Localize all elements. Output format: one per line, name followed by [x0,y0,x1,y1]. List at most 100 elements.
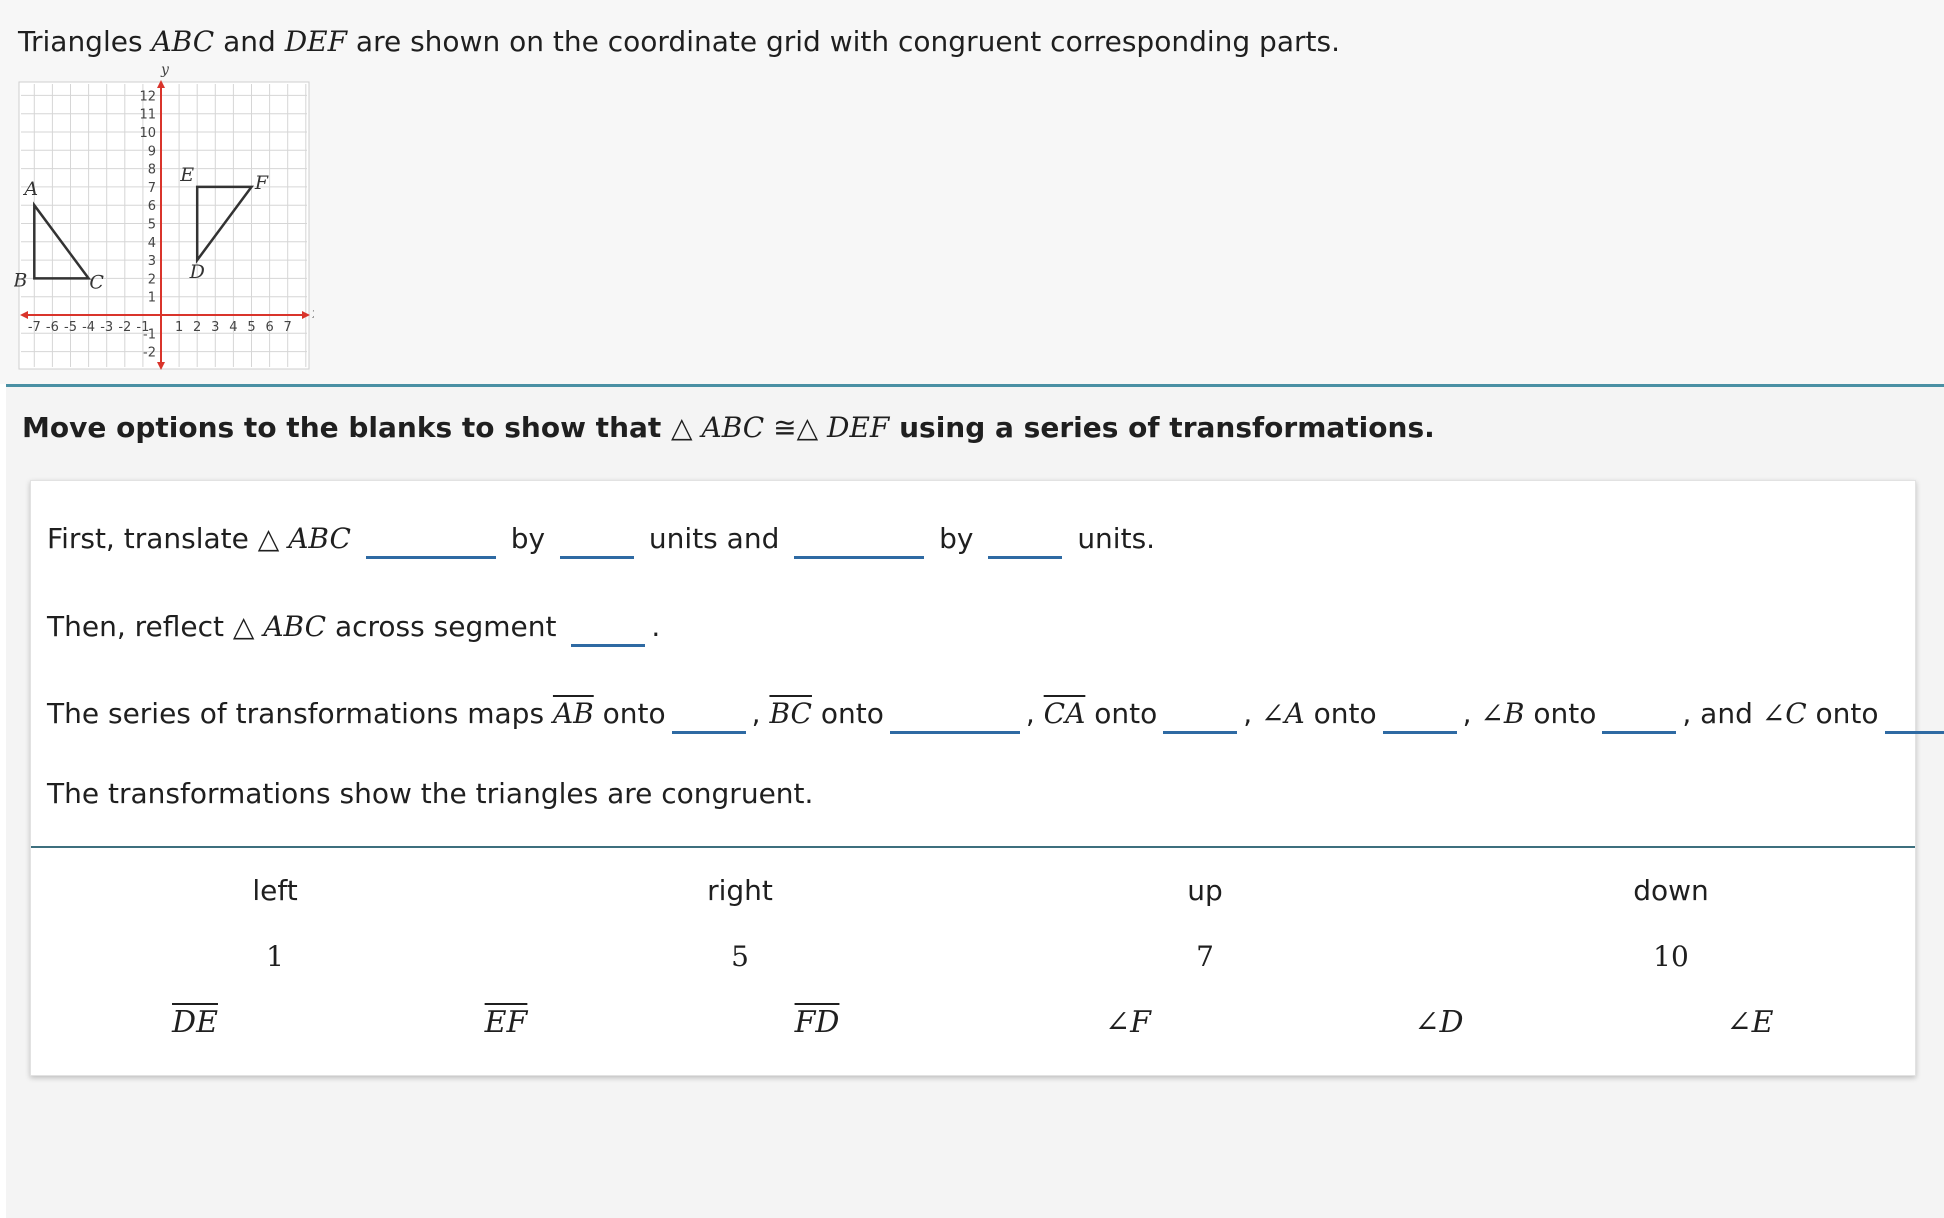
y-tick-label: 7 [148,181,156,196]
option-7[interactable]: 7 [1196,940,1214,973]
y-tick-label: -1 [143,327,156,342]
y-axis-top-arrow [157,80,165,88]
x-tick-label: 4 [229,320,237,335]
x-axis-left-arrow [20,311,28,319]
triangle-abc-name: ABC [254,610,327,643]
coordinate-grid: x y -7-6-5-4-3-2-11234567121110987654321… [14,62,314,370]
option-angle-d[interactable]: ∠D [1414,1005,1464,1040]
x-tick-label: 1 [175,320,183,335]
y-tick-label: 9 [148,144,156,159]
triangle-def-name: DEF [818,411,890,444]
y-tick-label: 6 [148,199,156,214]
blank-map-ca[interactable] [1163,691,1238,734]
statement-text: onto [593,697,666,730]
x-tick-label: 6 [265,320,273,335]
triangle-symbol: △ [796,411,819,444]
y-tick-label: 4 [148,236,156,251]
statement-conclusion: The transformations show the triangles a… [47,777,814,810]
statement-text: by [939,522,974,555]
stem-text-part: Triangles [18,25,152,58]
statement-text: The series of transformations maps [47,697,553,730]
congruent-symbol: ≅ [773,411,797,444]
y-tick-label: 2 [148,272,156,287]
option-up[interactable]: up [1187,874,1223,907]
angle-a: ∠A [1261,697,1305,730]
statement-mapping: The series of transformations maps AB on… [47,691,1944,734]
triangle-def-name: DEF [284,25,348,58]
vertex-label-c: C [89,271,104,293]
blank-map-angle-b[interactable] [1602,691,1677,734]
statement-text: and [1691,697,1762,730]
triangle-abc-name: ABC [692,411,774,444]
grid-lines [21,84,307,367]
triangle-symbol: △ [257,522,280,555]
option-angle-f[interactable]: ∠F [1105,1005,1151,1040]
statement-text: , [1682,697,1692,730]
option-segment-de[interactable]: DE [172,1005,218,1040]
option-right[interactable]: right [707,874,773,907]
x-tick-label: -5 [64,320,77,335]
x-tick-label: 3 [211,320,219,335]
y-tick-label: 12 [139,89,156,104]
statement-text: , [1025,697,1035,730]
option-1[interactable]: 1 [266,940,284,973]
angle-c: ∠C [1761,697,1807,730]
segment-ca: CA [1043,697,1086,730]
triangle-symbol: △ [671,411,693,444]
blank-map-ab[interactable] [671,691,746,734]
statement-reflect: Then, reflect △ ABC across segment . [47,604,660,647]
option-left[interactable]: left [252,874,298,907]
vertex-label-d: D [189,261,205,283]
statement-text: units and [648,522,780,555]
statement-text: onto [811,697,884,730]
x-axis-label: x [312,306,314,322]
y-tick-label: 1 [148,291,156,306]
instruction: Move options to the blanks to show that … [22,404,1435,452]
statement-text: , [1243,697,1253,730]
x-tick-label: -6 [46,320,59,335]
statement-text: onto [1085,697,1158,730]
option-angle-e[interactable]: ∠E [1726,1005,1774,1040]
x-axis-right-arrow [302,311,310,319]
stem-text-part: are shown on the coordinate grid with co… [347,25,1340,58]
x-tick-label: -7 [28,320,41,335]
blank-direction-2[interactable] [794,516,925,559]
option-5[interactable]: 5 [731,940,749,973]
y-tick-label: -2 [143,346,156,361]
option-segment-ef[interactable]: EF [484,1005,528,1040]
triangle-abc-name: ABC [151,25,215,58]
option-down[interactable]: down [1633,874,1709,907]
drag-drop-panel: First, translate △ ABC by units and by u… [30,480,1944,1076]
statement-text: Then, reflect [47,610,233,643]
vertex-label-a: A [22,178,38,200]
blank-map-angle-c[interactable] [1884,691,1944,734]
statement-text: . [651,610,661,643]
statements-area: First, translate △ ABC by units and by u… [31,481,1944,848]
option-10[interactable]: 10 [1653,940,1689,973]
statement-text: onto [1806,697,1879,730]
option-segment-fd[interactable]: FD [794,1005,840,1040]
blank-map-angle-a[interactable] [1382,691,1457,734]
statement-translate: First, translate △ ABC by units and by u… [47,516,1155,559]
segment-bc: BC [769,697,812,730]
blank-amount-2[interactable] [988,516,1063,559]
instruction-text: Move options to the blanks to show that [22,411,672,444]
statement-text: onto [1304,697,1377,730]
blank-segment[interactable] [571,604,646,647]
statement-text: , [1462,697,1472,730]
x-tick-label: -1 [136,320,149,335]
y-tick-label: 5 [148,218,156,233]
stem-text: Triangles ABC and DEF are shown on the c… [18,18,1340,66]
y-axis-label: y [160,62,170,78]
triangles: A B C D E F [14,164,269,294]
vertex-label-e: E [179,164,194,186]
blank-amount-1[interactable] [560,516,635,559]
grid-background [18,81,310,370]
statement-text: by [510,522,546,555]
triangle-abc [33,201,92,280]
triangle-abc-name: ABC [279,522,351,555]
blank-map-bc[interactable] [889,691,1020,734]
blank-direction-1[interactable] [365,516,496,559]
x-tick-label: -3 [100,320,113,335]
